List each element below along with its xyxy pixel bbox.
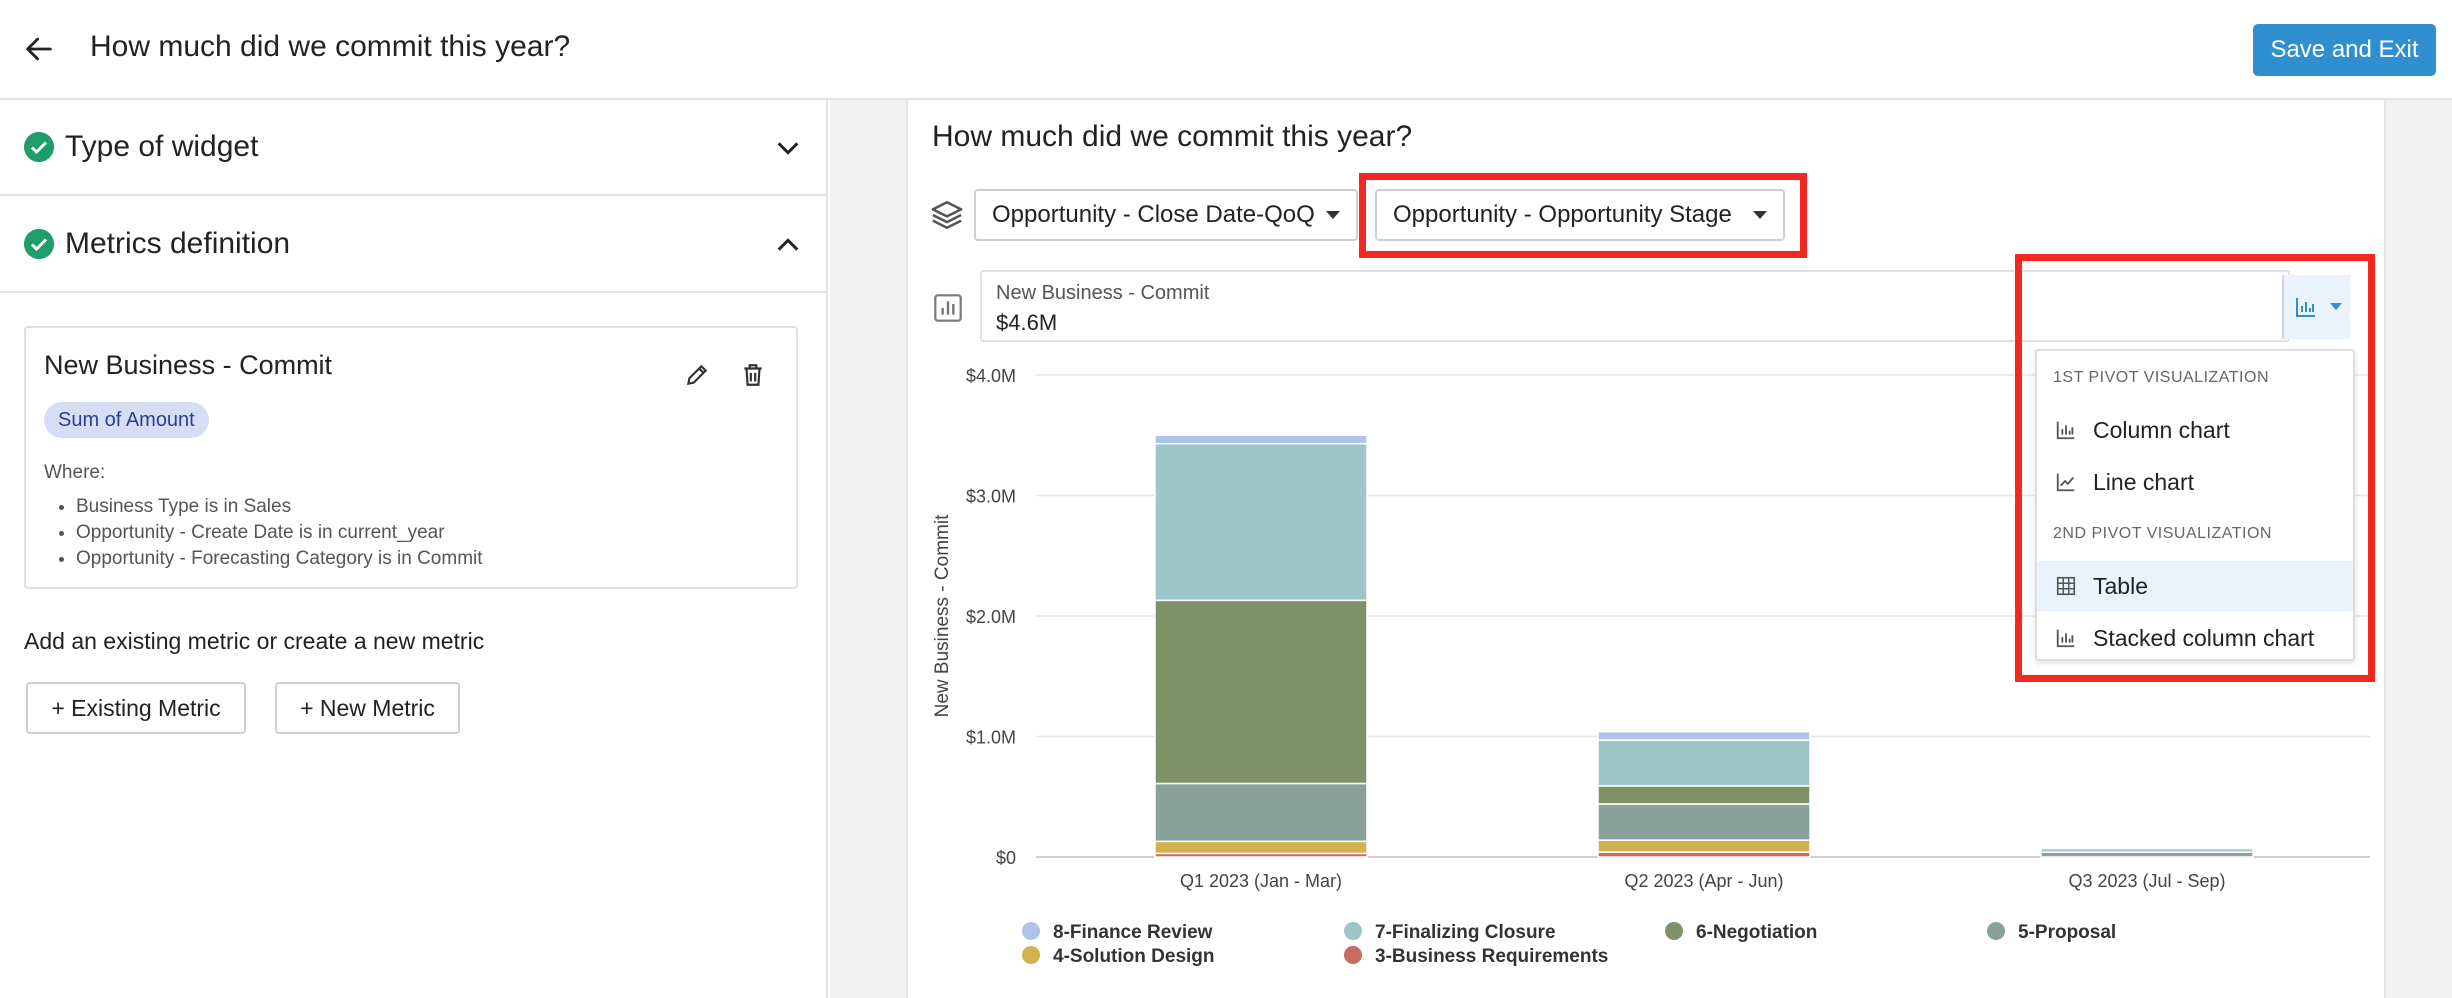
where-label: Where:: [44, 462, 106, 483]
visualization-picker[interactable]: [2282, 275, 2350, 339]
save-and-exit-button[interactable]: Save and Exit: [2253, 24, 2436, 76]
y-tick-label: $2.0M: [966, 607, 1016, 627]
existing-metric-button[interactable]: + Existing Metric: [26, 682, 246, 734]
bar-segment: [1154, 599, 1368, 785]
section-label: Type of widget: [65, 130, 259, 163]
menu-item-label: Stacked column chart: [2093, 624, 2315, 651]
section-type-of-widget[interactable]: Type of widget: [0, 100, 828, 196]
legend-swatch: [1344, 922, 1362, 940]
bar-segment: [1597, 739, 1811, 787]
caret-down-icon: [2330, 303, 2342, 310]
y-axis-label: New Business - Commit: [932, 514, 953, 717]
pencil-icon[interactable]: [684, 362, 710, 388]
line-chart-icon: [2056, 473, 2075, 492]
legend-swatch: [1987, 922, 2005, 940]
pivot2-value: Opportunity - Opportunity Stage: [1393, 201, 1732, 228]
condition-list: Business Type is in Sales Opportunity - …: [76, 494, 483, 572]
column-chart-icon: [2056, 421, 2075, 440]
condition-item: Opportunity - Forecasting Category is in…: [76, 546, 483, 572]
menu-item-table[interactable]: Table: [2037, 561, 2353, 611]
bar-segment: [1597, 839, 1811, 853]
legend-label: 4-Solution Design: [1053, 946, 1215, 967]
check-circle-icon: [24, 229, 54, 259]
bar-segment: [1154, 434, 1368, 445]
bar-segment: [1597, 785, 1811, 805]
metric-title: New Business - Commit: [44, 350, 333, 380]
metric-summary[interactable]: New Business - Commit $4.6M: [980, 270, 2290, 342]
caret-down-icon: [1326, 211, 1340, 219]
metric-summary-value: $4.6M: [996, 310, 1058, 335]
legend-label: 7-Finalizing Closure: [1375, 922, 1556, 943]
menu-section-header: 1ST PIVOT VISUALIZATION: [2053, 369, 2269, 386]
legend-label: 8-Finance Review: [1053, 922, 1213, 943]
y-tick-label: $3.0M: [966, 487, 1016, 507]
legend-swatch: [1344, 946, 1362, 964]
menu-item-column-chart[interactable]: Column chart: [2037, 405, 2353, 455]
bar-segment: [1597, 803, 1811, 841]
legend-label: 3-Business Requirements: [1375, 946, 1608, 967]
y-tick-label: $0: [996, 848, 1016, 868]
legend-swatch: [1022, 946, 1040, 964]
condition-item: Business Type is in Sales: [76, 494, 483, 520]
bar-segment: [2040, 847, 2254, 853]
menu-item-label: Table: [2093, 572, 2148, 599]
visualization-menu: 1ST PIVOT VISUALIZATION Column chart Lin…: [2035, 349, 2355, 661]
add-metric-hint: Add an existing metric or create a new m…: [24, 628, 485, 654]
new-metric-button[interactable]: + New Metric: [275, 682, 460, 734]
bar-segment: [1154, 840, 1368, 855]
metric-summary-label: New Business - Commit: [996, 282, 1210, 304]
trash-icon[interactable]: [740, 362, 766, 388]
x-tick-label: Q3 2023 (Jul - Sep): [2068, 871, 2225, 891]
column-chart-icon: [2296, 298, 2315, 317]
left-panel: Type of widget Metrics definition New Bu…: [0, 100, 828, 998]
bar-segment: [1154, 442, 1368, 602]
check-circle-icon: [24, 132, 54, 162]
menu-section-header: 2ND PIVOT VISUALIZATION: [2053, 525, 2272, 542]
bar-segment: [1154, 782, 1368, 843]
layers-icon: [931, 200, 963, 230]
bar-chart-icon: [934, 294, 962, 322]
chevron-down-icon[interactable]: [774, 134, 802, 162]
y-tick-label: $4.0M: [966, 366, 1016, 386]
y-tick-label: $1.0M: [966, 728, 1016, 748]
condition-item: Opportunity - Create Date is in current_…: [76, 520, 483, 546]
pivot1-dropdown[interactable]: Opportunity - Close Date-QoQ: [974, 189, 1358, 241]
page-title: How much did we commit this year?: [90, 30, 571, 63]
table-icon: [2056, 576, 2076, 596]
menu-item-line-chart[interactable]: Line chart: [2037, 457, 2353, 507]
section-label: Metrics definition: [65, 227, 291, 260]
legend-swatch: [1665, 922, 1683, 940]
metric-card: New Business - Commit Sum of Amount Wher…: [24, 326, 798, 589]
back-arrow-icon[interactable]: [22, 32, 56, 66]
legend-swatch: [1022, 922, 1040, 940]
aggregation-badge: Sum of Amount: [44, 402, 209, 438]
caret-down-icon: [1753, 211, 1767, 219]
menu-item-label: Line chart: [2093, 468, 2195, 495]
legend-label: 5-Proposal: [2018, 922, 2116, 943]
legend-label: 6-Negotiation: [1696, 922, 1817, 943]
menu-item-label: Column chart: [2093, 416, 2230, 443]
x-tick-label: Q1 2023 (Jan - Mar): [1180, 871, 1342, 891]
menu-item-stacked-column-chart[interactable]: Stacked column chart: [2037, 613, 2353, 663]
stacked-column-chart-icon: [2056, 629, 2075, 648]
pivot1-value: Opportunity - Close Date-QoQ: [992, 201, 1315, 228]
top-header: How much did we commit this year? Save a…: [0, 0, 2452, 100]
chevron-up-icon[interactable]: [774, 231, 802, 259]
x-tick-label: Q2 2023 (Apr - Jun): [1624, 871, 1783, 891]
bar-segment: [1597, 730, 1811, 741]
section-metrics-definition[interactable]: Metrics definition: [0, 197, 828, 293]
widget-title: How much did we commit this year?: [932, 120, 1413, 153]
pivot2-dropdown[interactable]: Opportunity - Opportunity Stage: [1375, 189, 1785, 241]
